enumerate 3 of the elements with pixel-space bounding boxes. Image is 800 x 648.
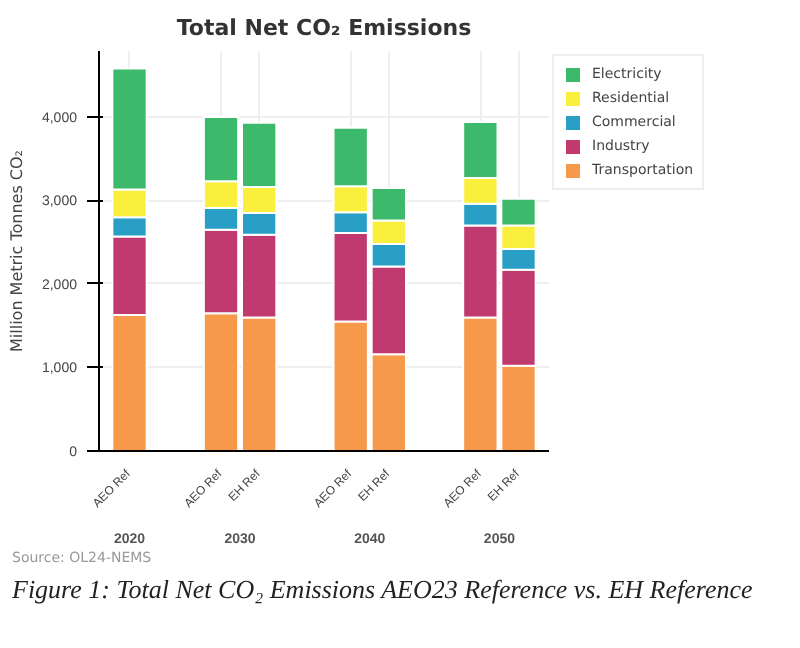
caption: Figure 1: Total Net CO₂ Emissions AEO23 Reference vs. EH Reference xyxy=(12,572,753,608)
y-axis-title: Million Metric Tonnes CO₂ xyxy=(7,150,26,352)
chart-title: Total Net CO₂ Emissions xyxy=(176,15,473,41)
